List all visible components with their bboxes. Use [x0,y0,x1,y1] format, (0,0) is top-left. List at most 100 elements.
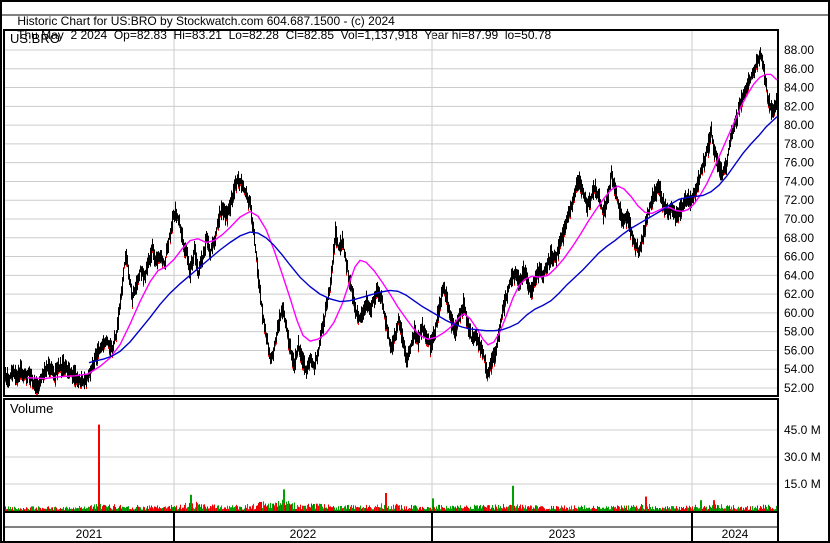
volume-bar [128,506,129,511]
volume-bar [547,509,548,511]
price-bar [217,218,218,229]
price-bar [339,242,340,252]
price-tick-label: 74.00 [784,174,814,188]
price-bar [27,369,28,384]
volume-bar [132,507,133,511]
close-tick [430,355,431,358]
volume-bar [705,507,706,511]
close-tick [749,84,750,87]
price-bar [238,171,239,188]
price-bar [585,191,586,204]
price-bar [690,190,691,212]
volume-bar [516,506,517,511]
close-tick [418,350,419,353]
price-bar [540,263,541,278]
volume-bar [87,508,88,511]
close-tick [300,360,301,363]
price-bar [317,349,318,365]
price-bar [139,269,140,282]
price-bar [657,181,658,194]
volume-bar [267,505,268,511]
price-bar [539,261,540,277]
volume-bar [69,507,70,511]
volume-bar [523,506,524,511]
volume-bar [437,508,438,511]
price-bar [256,251,257,262]
volume-bar [653,508,654,511]
volume-bar [576,508,577,511]
price-bar [79,373,80,385]
price-bar [371,300,372,318]
price-bar [415,324,416,344]
volume-bar [586,507,587,511]
volume-bar [493,507,494,511]
volume-bar [425,509,426,511]
price-bar [557,246,558,256]
volume-bar [158,508,159,511]
price-bar [155,255,156,267]
volume-bar [284,503,285,511]
volume-bar [620,508,621,511]
price-bar [642,235,643,244]
volume-bar [81,507,82,511]
price-bar [167,240,168,255]
volume-bar [495,504,496,511]
price-bar [583,187,584,199]
price-bar [195,244,196,266]
close-tick [678,221,679,224]
volume-bar [110,507,111,511]
volume-bar [57,509,58,511]
volume-bar [221,505,222,511]
close-tick [109,353,110,356]
close-tick [505,305,506,308]
volume-bar [55,506,56,511]
volume-bar [507,507,508,511]
close-tick [546,273,547,276]
volume-bar [207,506,208,511]
price-bar [522,266,523,285]
price-bar [264,318,265,334]
price-bar [696,182,697,195]
price-bar [325,301,326,317]
volume-bar [48,506,49,511]
price-bar [391,341,392,353]
price-bar [116,330,117,342]
price-bar [530,284,531,298]
volume-bar [277,506,278,511]
volume-bar [500,506,501,511]
volume-bar [528,506,529,511]
volume-bar [434,507,435,511]
volume-bar [10,506,11,511]
price-bar [769,93,770,113]
volume-bar [429,507,430,511]
volume-bar [513,503,514,511]
price-bar [436,319,437,328]
volume-bar [722,507,723,511]
volume-bar [257,505,258,511]
close-tick [573,202,574,205]
volume-bar [5,506,6,511]
close-tick [766,90,767,93]
price-bar [269,347,270,360]
price-bar [659,180,660,197]
price-bar [379,287,380,302]
close-tick [487,379,488,382]
price-bar [285,317,286,329]
price-bar [359,314,360,322]
price-bar [421,323,422,340]
volume-bar [617,505,618,511]
volume-bar [457,505,458,511]
volume-bar [22,509,23,511]
volume-bar [100,503,101,511]
close-tick [565,233,566,236]
price-bar [107,336,108,346]
price-bar [578,174,579,191]
price-bar [20,359,21,379]
price-bar [654,184,655,202]
close-tick [332,271,333,274]
volume-bar [618,506,619,511]
volume-bar [535,505,536,511]
price-bar [548,253,549,266]
volume-bar [633,504,634,511]
